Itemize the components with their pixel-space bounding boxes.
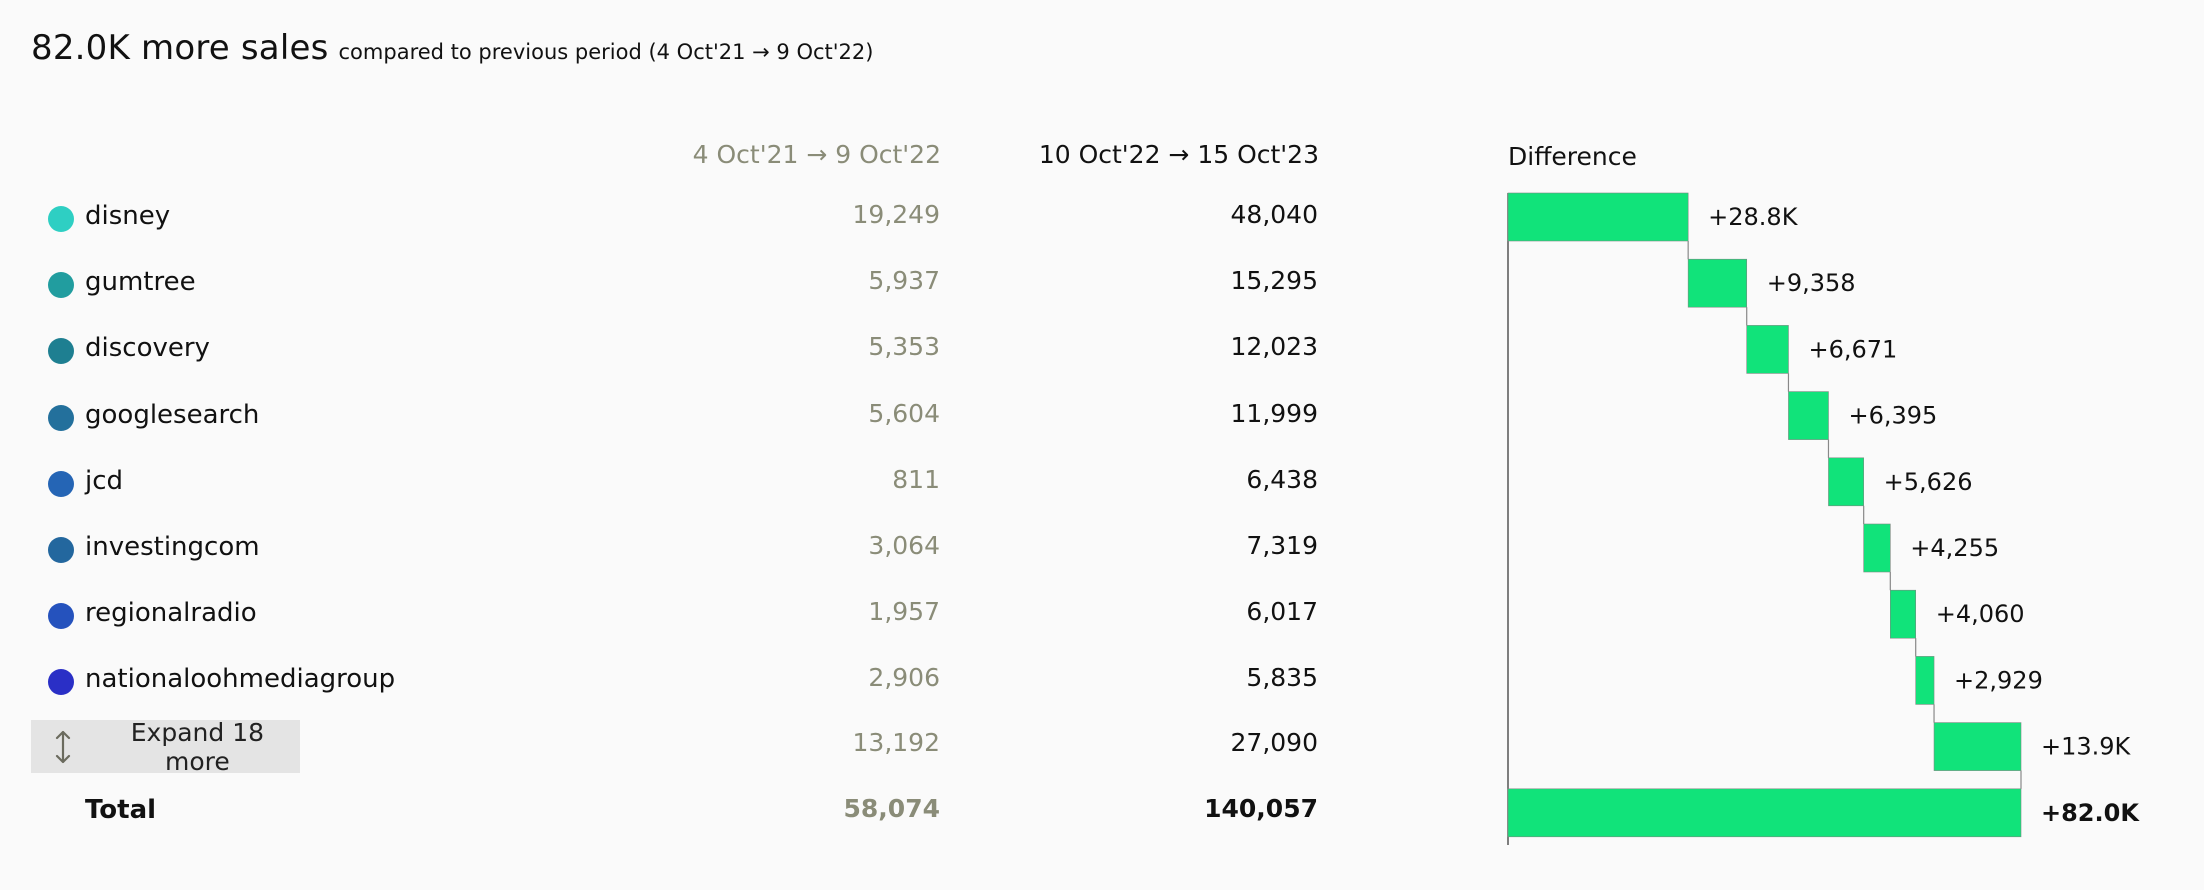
- row-current-value: 12,023: [1230, 332, 1318, 362]
- difference-bar: [1890, 589, 1917, 639]
- expand-vertical-arrows-icon: [31, 730, 95, 764]
- difference-label: +28.8K: [1708, 203, 1799, 231]
- headline-comparison: compared to previous period (4 Oct'21 → …: [338, 40, 874, 64]
- column-header-previous: 4 Oct'21 → 9 Oct'22: [692, 140, 941, 169]
- table-row: disney 19,249 48,040: [0, 186, 1450, 252]
- series-color-dot: [48, 206, 74, 232]
- row-current-value: 6,438: [1246, 464, 1318, 494]
- row-name: discovery: [85, 333, 210, 364]
- total-previous-value: 58,074: [843, 794, 940, 823]
- row-name: regionalradio: [85, 598, 257, 629]
- difference-bar: [1746, 325, 1789, 374]
- series-color-dot: [48, 470, 74, 497]
- series-color-dot: [48, 338, 74, 365]
- series-color-dot: [48, 603, 74, 630]
- table-row: jcd 811 6,438: [0, 451, 1450, 517]
- row-name: googlesearch: [85, 399, 260, 430]
- row-current-value: 27,090: [1230, 728, 1318, 757]
- difference-label: +9,358: [1767, 269, 1856, 297]
- row-previous-value: 5,604: [868, 398, 940, 428]
- difference-bar: [1933, 722, 2022, 771]
- row-previous-value: 5,937: [868, 266, 940, 296]
- series-color-dot: [48, 537, 74, 563]
- row-name: nationaloohmediagroup: [85, 664, 396, 695]
- series-color-dot: [48, 669, 74, 696]
- difference-label: +5,626: [1884, 468, 1973, 496]
- headline-value: 82.0K more sales: [31, 28, 329, 68]
- difference-bar: [1863, 523, 1891, 573]
- expand-more-button[interactable]: Expand 18 more: [31, 717, 300, 776]
- difference-bar: [1828, 457, 1864, 507]
- row-name: disney: [85, 201, 171, 231]
- expand-more-label: Expand 18 more: [130, 717, 265, 776]
- row-previous-value: 2,906: [868, 663, 940, 693]
- row-previous-value: 13,192: [852, 728, 940, 757]
- column-header-current: 10 Oct'22 → 15 Oct'23: [1038, 140, 1319, 169]
- difference-bar: [1507, 192, 1689, 242]
- total-current-value: 140,057: [1204, 794, 1318, 823]
- row-name: investingcom: [85, 532, 260, 562]
- row-name: jcd: [85, 465, 124, 496]
- difference-label: +82.0K: [2041, 799, 2140, 827]
- table-row: regionalradio 1,957 6,017: [0, 583, 1450, 649]
- headline: 82.0K more sales compared to previous per…: [31, 28, 873, 68]
- row-previous-value: 1,957: [868, 597, 940, 627]
- row-previous-value: 811: [892, 464, 940, 494]
- table-row: investingcom 3,064 7,319: [0, 517, 1450, 583]
- difference-label: +4,060: [1936, 600, 2025, 628]
- row-current-value: 5,835: [1246, 663, 1318, 693]
- difference-label: +6,395: [1848, 402, 1937, 430]
- table-row: discovery 5,353 12,023: [0, 318, 1450, 384]
- table-row: gumtree 5,937 15,295: [0, 252, 1450, 318]
- difference-bar: [1915, 656, 1935, 705]
- row-current-value: 15,295: [1230, 266, 1318, 296]
- difference-bar: [1687, 258, 1748, 308]
- series-color-dot: [48, 404, 74, 431]
- total-label: Total: [85, 795, 157, 825]
- difference-label: +2,929: [1954, 666, 2043, 694]
- column-header-difference: Difference: [1508, 142, 1637, 171]
- difference-bar: [1507, 788, 2022, 838]
- row-current-value: 6,017: [1246, 597, 1318, 627]
- difference-label: +13.9K: [2041, 733, 2132, 761]
- row-previous-value: 3,064: [868, 531, 940, 560]
- table-row-other: 13,192 27,090: [0, 714, 1450, 780]
- row-name: gumtree: [85, 267, 196, 298]
- difference-label: +6,671: [1808, 335, 1897, 363]
- difference-label: +4,255: [1910, 534, 1999, 562]
- table-row-total: Total 58,074 140,057: [0, 780, 1450, 846]
- row-previous-value: 19,249: [852, 200, 940, 229]
- row-current-value: 7,319: [1246, 531, 1318, 560]
- row-current-value: 11,999: [1230, 398, 1318, 428]
- table-row: nationaloohmediagroup 2,906 5,835: [0, 649, 1450, 715]
- series-color-dot: [48, 272, 74, 299]
- difference-bar: [1788, 391, 1829, 440]
- table-row: googlesearch 5,604 11,999: [0, 385, 1450, 451]
- row-current-value: 48,040: [1230, 200, 1318, 229]
- row-previous-value: 5,353: [868, 332, 940, 362]
